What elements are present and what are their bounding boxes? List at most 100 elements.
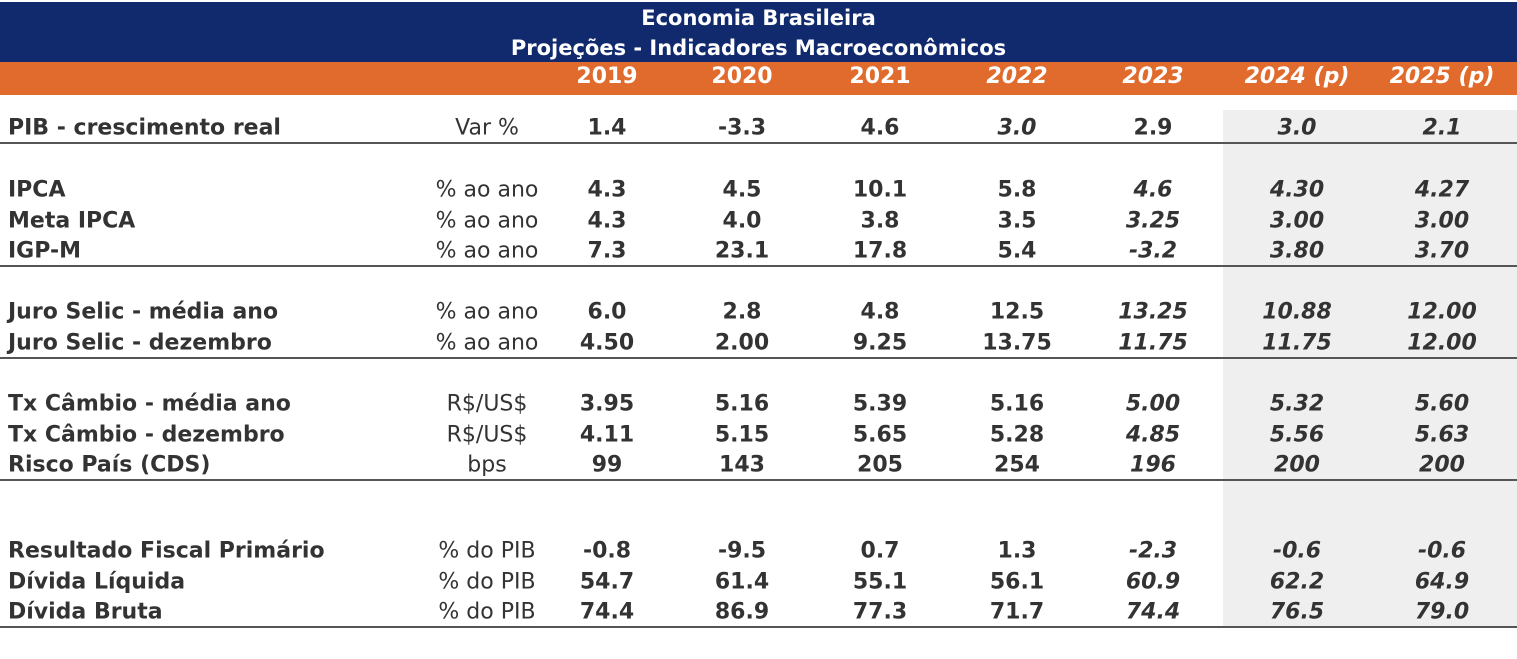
value: 2.8 [722,299,762,325]
value: 4.6 [1133,177,1173,203]
value: 17.8 [852,238,908,264]
value: 99 [591,452,623,478]
year-header: 2019 [576,64,638,89]
value: 4.85 [1125,422,1181,448]
row-label: IPCA [8,177,66,203]
value: 3.25 [1125,208,1181,234]
year-bar [0,62,1517,95]
value: 4.11 [579,422,635,448]
value: 12.00 [1407,330,1477,356]
value: 5.39 [852,391,908,417]
value: 3.80 [1269,238,1325,264]
value: 6.0 [587,299,627,325]
value: 5.8 [997,177,1037,203]
value: 11.75 [1262,330,1332,356]
value: 64.9 [1414,569,1470,595]
value: 74.4 [579,599,635,625]
unit: % ao ano [435,330,539,356]
row-label: Meta IPCA [8,208,136,234]
row-label: Risco País (CDS) [8,452,211,478]
year-header: 2022 [986,64,1048,89]
value: -3.3 [717,115,767,141]
value: 4.3 [587,177,627,203]
value: 2.1 [1422,115,1462,141]
rule [0,142,1517,144]
unit: % ao ano [435,238,539,264]
value: 3.00 [1414,208,1470,234]
value: 2.00 [714,330,770,356]
value: -0.8 [582,538,632,564]
year-header: 2024 (p) [1244,64,1350,89]
title: Economia Brasileira [641,6,876,30]
value: -9.5 [717,538,767,564]
value: 86.9 [714,599,770,625]
value: -2.3 [1128,538,1178,564]
value: 4.50 [579,330,635,356]
row-label: IGP-M [8,238,82,264]
value: 7.3 [587,238,627,264]
value: 62.2 [1269,569,1325,595]
value: 5.16 [714,391,770,417]
value: 3.00 [1269,208,1325,234]
value: 3.8 [860,208,900,234]
row-label: Juro Selic - dezembro [8,330,272,356]
row-label: Tx Câmbio - dezembro [8,422,285,448]
value: 61.4 [714,569,770,595]
value: 4.30 [1269,177,1325,203]
value: 4.6 [860,115,900,141]
value: 54.7 [579,569,635,595]
value: 10.88 [1262,299,1332,325]
rule [0,356,1517,359]
value: 5.15 [714,422,770,448]
value: 4.27 [1414,177,1470,203]
value: 3.0 [997,115,1037,141]
unit: % ao ano [435,208,539,234]
value: -0.6 [1417,538,1467,564]
row-label: Juro Selic - média ano [8,299,279,325]
rule [0,479,1517,482]
value: -3.2 [1128,238,1178,264]
row-label: Resultado Fiscal Primário [8,538,325,564]
value: 254 [994,452,1040,478]
unit: % do PIB [438,538,536,564]
value: 13.25 [1118,299,1188,325]
value: 4.5 [722,177,762,203]
value: 3.0 [1277,115,1317,141]
value: 5.4 [997,238,1037,264]
unit: % ao ano [435,177,539,203]
value: 5.63 [1414,422,1470,448]
year-header: 2020 [711,64,773,89]
value: 74.4 [1125,599,1181,625]
value: 5.16 [989,391,1045,417]
year-header: 2023 [1122,64,1184,89]
value: 13.75 [982,330,1052,356]
value: 79.0 [1414,599,1470,625]
unit: % do PIB [438,569,536,595]
value: 5.28 [989,422,1045,448]
value: -0.6 [1272,538,1322,564]
value: 3.5 [997,208,1037,234]
value: 9.25 [852,330,908,356]
value: 12.5 [989,299,1045,325]
value: 5.00 [1125,391,1181,417]
rule [0,626,1517,629]
unit: R$/US$ [446,391,528,417]
rule [0,265,1517,268]
value: 196 [1130,452,1176,478]
value: 11.75 [1118,330,1188,356]
value: 3.95 [579,391,635,417]
unit: % do PIB [438,599,536,625]
value: 1.4 [587,115,627,141]
title-bar [0,2,1517,62]
value: 205 [857,452,903,478]
projection-shade [1223,110,1517,628]
value: 71.7 [989,599,1045,625]
value: 77.3 [852,599,908,625]
value: 0.7 [860,538,900,564]
value: 143 [719,452,765,478]
row-label: Dívida Bruta [8,599,163,625]
subtitle: Projeções - Indicadores Macroeconômicos [510,36,1007,60]
value: 5.32 [1269,391,1325,417]
year-header: 2025 (p) [1389,64,1495,89]
